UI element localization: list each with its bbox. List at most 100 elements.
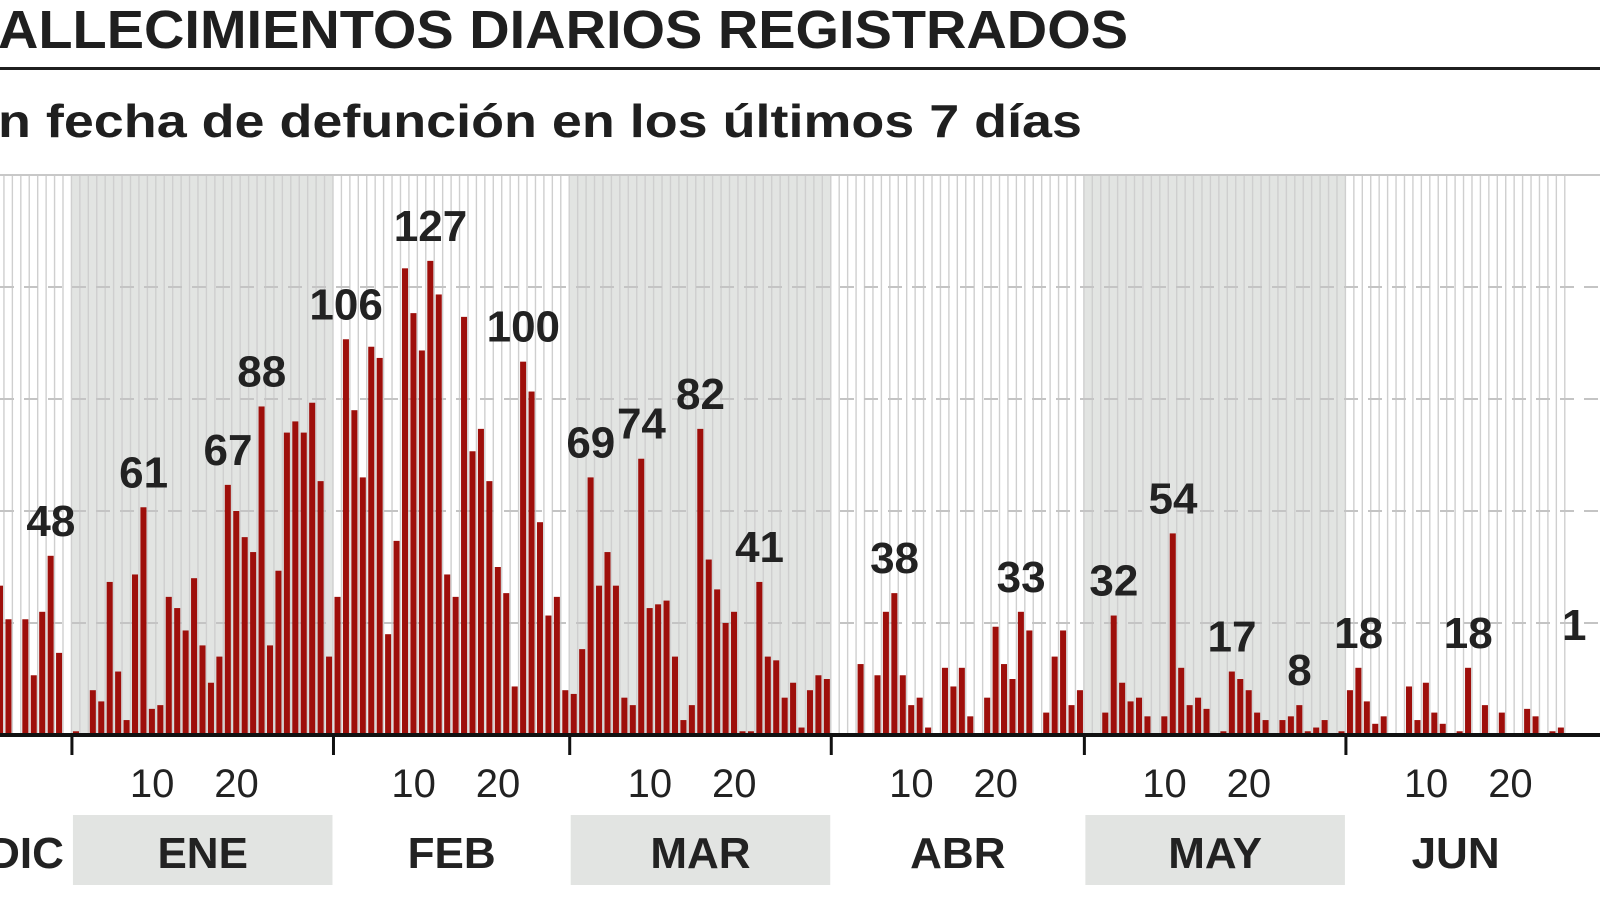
bar-mar-18 [714,589,721,735]
month-label-feb: FEB [408,829,496,878]
month-label-ene: ENE [157,829,247,878]
bar-may-12 [1178,667,1185,735]
bar-jun-9 [1414,720,1421,735]
x-tick-label: 10 [1142,762,1187,806]
month-label-abr: ABR [910,829,1005,878]
bar-ene-29 [309,402,316,735]
bar-dic-30 [56,652,63,735]
bar-abr-7 [882,611,889,735]
x-tick-label: 20 [1488,762,1533,806]
data-label: 100 [487,303,560,352]
bar-dic-27 [30,675,37,735]
data-label: 127 [394,202,467,251]
month-tick [568,735,572,755]
bar-may-10 [1161,716,1168,735]
bar-feb-7 [385,634,392,735]
bar-may-29 [1321,720,1328,735]
data-label: 32 [1089,557,1138,606]
data-label: 18 [1334,609,1383,658]
data-label: 8 [1287,646,1311,695]
bar-ene-8 [131,574,139,735]
data-label: 17 [1208,613,1257,662]
bar-ene-28 [300,432,307,735]
bar-feb-17 [469,451,476,735]
bar-ene-4 [98,701,105,735]
bar-jun-5 [1380,716,1387,735]
bar-abr-4 [857,664,864,735]
bar-abr-6 [874,675,881,735]
bar-mar-8 [629,705,636,735]
bar-feb-26 [545,615,552,735]
bar-may-20 [1245,690,1252,735]
bar-dic-28 [39,611,46,735]
bar-ene-14 [182,630,189,735]
x-tick-label: 20 [1227,762,1272,806]
bar-abr-19 [984,697,991,735]
bar-feb-23 [520,361,527,735]
bar-may-22 [1262,720,1269,735]
bar-feb-2 [342,339,349,735]
data-label: 74 [617,400,666,449]
bar-may-14 [1195,697,1202,735]
bar-abr-23 [1017,611,1024,735]
bar-ene-24 [266,645,274,735]
bar-mar-31 [823,679,830,735]
bar-jun-11 [1431,712,1438,735]
bar-jun-1 [1346,690,1353,735]
bar-ene-17 [207,682,214,735]
bar-feb-12 [427,260,434,735]
data-label: 67 [204,426,253,475]
bar-dic-29 [47,555,54,735]
bar-mar-6 [612,585,619,735]
bar-may-26 [1296,705,1303,735]
month-label-band-may [1085,815,1345,885]
month-band-may [1084,175,1346,735]
bar-ene-10 [148,708,155,735]
bar-may-15 [1203,708,1210,735]
day-gridlines [3,175,1566,735]
data-label-clipped: 1 [1562,601,1586,650]
bar-mar-12 [663,600,670,735]
bar-mar-24 [764,656,771,735]
bar-mar-4 [596,585,603,735]
bar-jun-3 [1363,701,1370,735]
bars [0,260,1564,735]
bar-ene-20 [233,511,240,735]
bar-may-24 [1279,720,1286,735]
chart-title: ALLECIMIENTOS DIARIOS REGISTRADOS [0,0,1128,60]
bar-feb-13 [435,294,442,735]
bar-mar-3 [587,477,594,735]
bar-abr-21 [1001,664,1008,735]
bar-may-4 [1110,615,1117,735]
bar-ene-7 [123,720,130,735]
x-axis: 20 DIC 10 20 ENE 10 20 FEB 10 20 MAR 10 20 ABR 10 20 MAY… [0,733,1600,878]
x-tick-label: 10 [628,762,673,806]
bar-feb-16 [461,316,468,735]
bar-jun-17 [1481,705,1488,735]
month-label-band-mar [570,815,831,885]
x-axis-line [0,733,1600,737]
bar-mar-23 [756,581,763,735]
bar-feb-27 [553,596,560,735]
bar-ene-12 [165,596,172,735]
bar-dic-23 [0,585,4,735]
bar-may-25 [1287,716,1294,735]
bar-ene-22 [250,552,257,735]
bar-ene-27 [292,421,299,735]
bar-may-6 [1127,701,1134,735]
title-rule [0,67,1600,70]
bar-jun-23 [1532,716,1539,735]
bar-abr-26 [1043,712,1050,735]
bar-may-19 [1237,679,1244,735]
bar-feb-18 [477,428,484,735]
bar-ene-9 [140,507,147,735]
bar-abr-16 [958,667,965,735]
month-tick [1082,735,1086,755]
data-label: 106 [309,280,382,329]
bar-abr-24 [1026,630,1033,735]
x-tick-label: 20 [712,762,757,806]
bar-feb-22 [511,686,518,735]
bar-abr-28 [1060,630,1067,735]
bar-feb-10 [410,313,417,735]
